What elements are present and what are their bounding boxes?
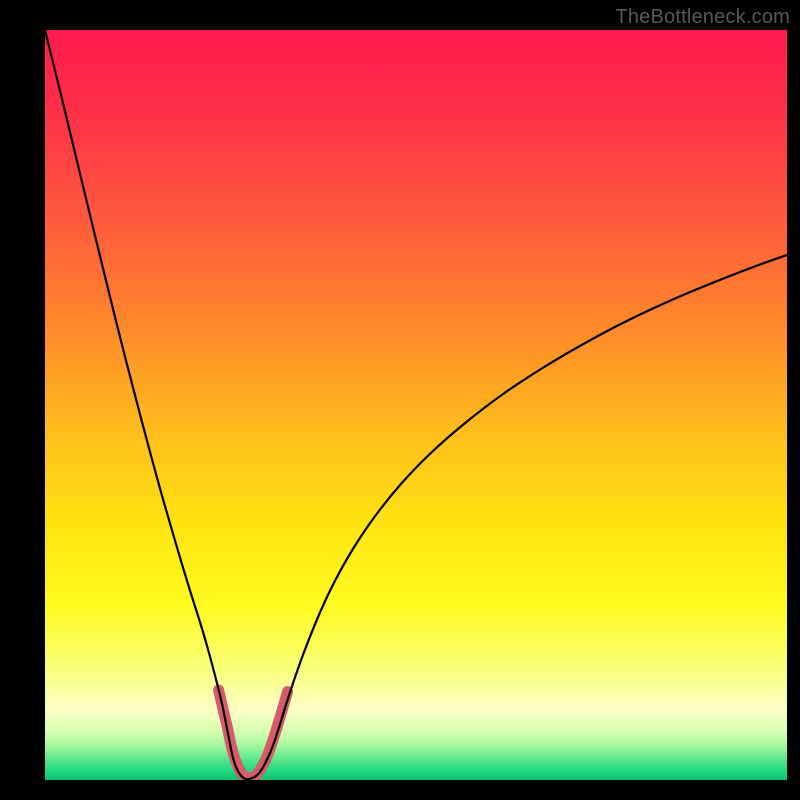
chart-svg [45, 30, 787, 780]
gradient-background [45, 30, 787, 780]
watermark-text: TheBottleneck.com [615, 6, 790, 29]
bottleneck-chart [45, 30, 787, 780]
